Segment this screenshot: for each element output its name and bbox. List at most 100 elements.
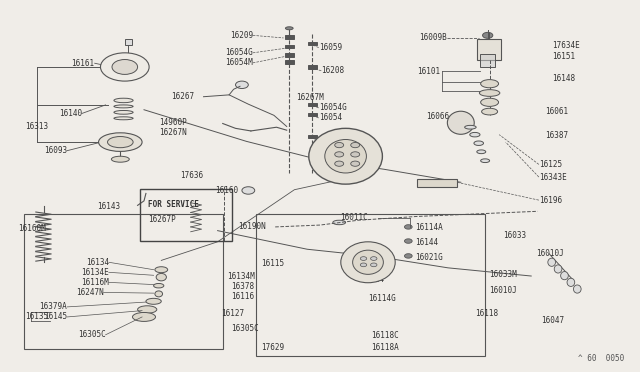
Ellipse shape	[470, 132, 480, 137]
Bar	[308, 65, 317, 69]
Text: 16118: 16118	[475, 309, 498, 318]
Text: 16145: 16145	[44, 312, 67, 321]
Ellipse shape	[477, 150, 486, 154]
Ellipse shape	[154, 283, 164, 288]
Ellipse shape	[114, 117, 133, 120]
Bar	[417, 179, 457, 187]
Text: 16011C: 16011C	[340, 213, 368, 222]
Bar	[477, 39, 501, 60]
Ellipse shape	[325, 140, 367, 173]
Text: 16059: 16059	[319, 43, 342, 52]
Bar	[308, 103, 317, 106]
Ellipse shape	[561, 272, 568, 280]
Ellipse shape	[155, 267, 168, 273]
Ellipse shape	[114, 105, 133, 108]
Ellipse shape	[573, 285, 581, 293]
Text: 16054M: 16054M	[225, 58, 253, 67]
Ellipse shape	[132, 312, 156, 321]
Text: 16116: 16116	[232, 292, 255, 301]
Text: 16343E: 16343E	[539, 173, 566, 182]
Circle shape	[360, 257, 367, 260]
Circle shape	[404, 254, 412, 258]
Text: 16127: 16127	[221, 309, 244, 318]
Text: 16305C: 16305C	[78, 330, 106, 339]
Circle shape	[371, 263, 377, 267]
Text: 16160M: 16160M	[18, 224, 45, 233]
Text: 16118C: 16118C	[371, 331, 399, 340]
Text: 16144: 16144	[415, 238, 438, 247]
Text: 16033: 16033	[503, 231, 526, 240]
Ellipse shape	[333, 220, 346, 225]
Text: 16116M: 16116M	[81, 278, 109, 287]
Ellipse shape	[481, 159, 490, 163]
Ellipse shape	[114, 110, 133, 114]
Ellipse shape	[567, 278, 575, 286]
Circle shape	[236, 81, 248, 89]
Text: 16378: 16378	[232, 282, 255, 291]
Ellipse shape	[156, 273, 166, 281]
Circle shape	[242, 187, 255, 194]
Text: 16247N: 16247N	[76, 288, 104, 297]
Ellipse shape	[447, 111, 474, 134]
Bar	[285, 53, 294, 57]
Circle shape	[371, 257, 377, 260]
Text: 16114: 16114	[361, 275, 384, 284]
Text: 16161: 16161	[72, 59, 95, 68]
Text: 16114G: 16114G	[368, 294, 396, 303]
Text: 16054: 16054	[319, 113, 342, 122]
Text: 16066: 16066	[426, 112, 449, 121]
Circle shape	[351, 152, 360, 157]
Text: 16010J: 16010J	[536, 249, 564, 258]
Circle shape	[351, 161, 360, 166]
Bar	[308, 42, 317, 45]
Text: 16209: 16209	[230, 31, 253, 40]
Text: 14960P: 14960P	[159, 118, 187, 126]
Circle shape	[360, 263, 367, 267]
Text: 17636: 17636	[180, 171, 204, 180]
Text: 16151: 16151	[552, 52, 575, 61]
Text: 16190N: 16190N	[238, 222, 266, 231]
Ellipse shape	[146, 298, 161, 304]
Circle shape	[335, 161, 344, 166]
Text: 16140: 16140	[59, 109, 82, 118]
Circle shape	[404, 239, 412, 243]
Bar	[24, 214, 223, 349]
Ellipse shape	[548, 258, 556, 266]
Ellipse shape	[309, 128, 383, 184]
Ellipse shape	[482, 108, 498, 115]
Circle shape	[112, 60, 138, 74]
Ellipse shape	[155, 291, 163, 297]
Ellipse shape	[285, 27, 293, 30]
Text: 16054G: 16054G	[225, 48, 253, 57]
Bar	[256, 214, 485, 356]
Ellipse shape	[481, 98, 499, 106]
Text: 16114A: 16114A	[415, 223, 442, 232]
Text: 16061: 16061	[545, 107, 568, 116]
Ellipse shape	[114, 98, 133, 103]
Circle shape	[404, 225, 412, 229]
Text: 16267: 16267	[171, 92, 194, 101]
Ellipse shape	[479, 90, 500, 96]
Ellipse shape	[340, 242, 396, 283]
Text: 16160: 16160	[215, 186, 238, 195]
Ellipse shape	[138, 306, 157, 313]
Ellipse shape	[111, 156, 129, 162]
Text: 16313: 16313	[26, 122, 49, 131]
Text: 16267N: 16267N	[159, 128, 187, 137]
Text: 16134M: 16134M	[227, 272, 255, 280]
Text: 16115: 16115	[261, 259, 284, 268]
Text: 16143: 16143	[97, 202, 120, 211]
Circle shape	[100, 53, 149, 81]
Bar	[480, 54, 495, 67]
Text: 16387: 16387	[545, 131, 568, 140]
Text: 16010J: 16010J	[490, 286, 517, 295]
Text: 16021G: 16021G	[415, 253, 442, 262]
Text: 16071: 16071	[319, 137, 342, 146]
Circle shape	[483, 32, 493, 38]
Text: ^ 60  0050: ^ 60 0050	[578, 354, 624, 363]
Bar	[285, 45, 294, 48]
Text: 16379A: 16379A	[40, 302, 67, 311]
Text: 16125: 16125	[539, 160, 562, 169]
Text: 16118A: 16118A	[371, 343, 399, 352]
Text: 16033M: 16033M	[490, 270, 517, 279]
